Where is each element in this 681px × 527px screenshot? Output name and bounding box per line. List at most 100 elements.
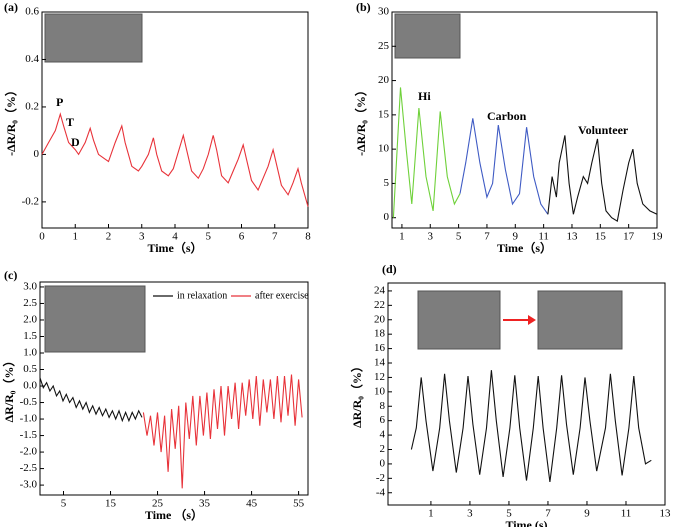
y-tick-label: 30 xyxy=(378,6,390,18)
x-tick-label: 1 xyxy=(399,231,405,243)
y-tick-label: 2.0 xyxy=(23,314,37,326)
x-tick-label: 15 xyxy=(595,231,607,243)
y-tick-label: 18 xyxy=(374,328,386,340)
panel-label: (b) xyxy=(356,0,371,14)
y-tick-label: 22 xyxy=(374,299,385,311)
y-tick-label: 16 xyxy=(374,342,386,354)
x-tick-label: 13 xyxy=(566,231,578,243)
y-tick-label: -2 xyxy=(376,472,385,484)
x-tick-label: 9 xyxy=(584,508,590,520)
y-tick-label: 24 xyxy=(374,284,386,296)
y-tick-label: -1.0 xyxy=(20,413,38,425)
y-tick-label: -3.0 xyxy=(20,479,38,491)
x-axis-label: Time （s） xyxy=(145,507,203,522)
x-tick-label: 35 xyxy=(199,498,211,510)
inset-photo xyxy=(394,13,461,59)
x-tick-label: 55 xyxy=(293,498,305,510)
x-tick-label: 1 xyxy=(428,508,434,520)
x-axis-label: Time（s） xyxy=(147,240,202,255)
plot-frame xyxy=(387,282,666,506)
y-tick-label: 4 xyxy=(380,429,386,441)
x-tick-label: 45 xyxy=(246,498,258,510)
y-tick-label: 20 xyxy=(374,313,386,325)
arrow-head xyxy=(528,315,536,325)
x-tick-label: 11 xyxy=(538,231,549,243)
y-tick-label: 2.5 xyxy=(23,297,37,309)
y-tick-label: -2.5 xyxy=(20,462,38,474)
y-tick-label: 3.0 xyxy=(23,280,37,292)
inset-photo xyxy=(44,13,143,63)
x-tick-label: 3 xyxy=(428,231,434,243)
data-line xyxy=(459,118,549,215)
x-tick-label: 0 xyxy=(39,231,45,243)
x-tick-label: 3 xyxy=(139,231,145,243)
x-tick-label: 19 xyxy=(652,231,664,243)
x-tick-label: 11 xyxy=(621,508,632,520)
y-tick-label: 0.4 xyxy=(25,53,39,65)
series-annotation: Volunteer xyxy=(578,123,629,137)
y-tick-label: 0.5 xyxy=(23,363,37,375)
x-tick-label: 17 xyxy=(623,231,635,243)
y-tick-label: 0.6 xyxy=(25,6,39,18)
panel-label: (c) xyxy=(4,268,17,282)
series-annotation: Carbon xyxy=(487,109,527,123)
y-tick-label: 1.5 xyxy=(23,330,37,342)
y-tick-label: 1.0 xyxy=(23,347,37,359)
x-axis-label: Time（s） xyxy=(497,240,552,255)
x-tick-label: 6 xyxy=(239,231,245,243)
legend-label: after exercise xyxy=(255,290,309,301)
y-tick-label: 0 xyxy=(384,211,390,223)
x-tick-label: 8 xyxy=(305,231,311,243)
y-axis-label: ΔR/R₀（%） xyxy=(349,360,364,428)
inset-photo xyxy=(44,285,146,353)
x-tick-label: 15 xyxy=(105,498,117,510)
y-tick-label: 20 xyxy=(378,74,390,86)
x-tick-label: 7 xyxy=(484,231,490,243)
x-tick-label: 5 xyxy=(206,231,212,243)
x-tick-label: 13 xyxy=(660,508,672,520)
y-tick-label: 0.2 xyxy=(25,100,39,112)
x-tick-label: 2 xyxy=(106,231,112,243)
y-axis-label: -ΔR/R₀（%） xyxy=(3,84,18,156)
x-tick-label: 7 xyxy=(272,231,278,243)
data-line xyxy=(142,374,303,489)
y-tick-label: 0 xyxy=(34,148,40,160)
annotation: T xyxy=(66,115,74,129)
data-line xyxy=(410,370,652,482)
y-tick-label: 15 xyxy=(378,108,390,120)
data-line xyxy=(39,377,143,423)
x-tick-label: 1 xyxy=(73,231,79,243)
data-line xyxy=(392,87,461,218)
x-tick-label: 5 xyxy=(456,231,462,243)
y-axis-label: -ΔR/R₀（%） xyxy=(353,84,368,156)
x-tick-label: 7 xyxy=(545,508,551,520)
annotation: D xyxy=(71,135,80,149)
y-tick-label: -4 xyxy=(376,486,386,498)
inset-photo xyxy=(537,290,623,350)
y-tick-label: 0.0 xyxy=(23,380,37,392)
y-tick-label: -1.5 xyxy=(20,429,38,441)
y-tick-label: -0.2 xyxy=(22,195,39,207)
plot-frame xyxy=(391,11,658,229)
x-tick-label: 5 xyxy=(61,498,67,510)
y-tick-label: 10 xyxy=(378,143,390,155)
y-axis-label: ΔR/R₀（%） xyxy=(1,355,16,423)
legend-label: in relaxation xyxy=(177,290,227,301)
y-tick-label: 14 xyxy=(374,357,386,369)
y-tick-label: 25 xyxy=(378,40,390,52)
series-annotation: Hi xyxy=(418,89,431,103)
y-tick-label: -2.0 xyxy=(20,446,38,458)
y-tick-label: 5 xyxy=(384,177,390,189)
y-tick-label: 10 xyxy=(374,385,386,397)
annotation: P xyxy=(56,95,63,109)
x-tick-label: 5 xyxy=(506,508,512,520)
x-tick-label: 3 xyxy=(467,508,473,520)
data-line xyxy=(547,135,658,222)
panel-label: (a) xyxy=(4,0,18,14)
data-line xyxy=(41,112,309,207)
plot-frame xyxy=(39,281,309,496)
inset-photo xyxy=(417,290,501,350)
y-tick-label: -0.5 xyxy=(20,396,38,408)
y-tick-label: 6 xyxy=(380,414,386,426)
